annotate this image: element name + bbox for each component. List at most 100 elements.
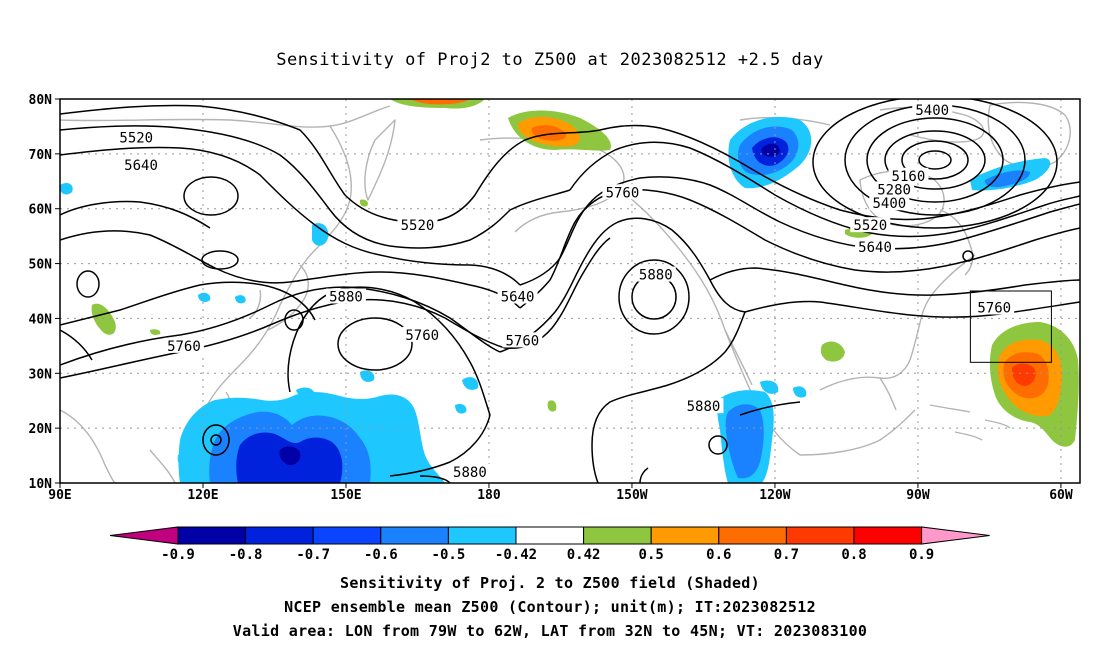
lat-label: 50N — [29, 258, 53, 273]
contour-closed — [183, 176, 239, 216]
contour-closed — [201, 250, 239, 270]
valid-area-box — [969, 290, 1052, 363]
contour-label: 5640 — [497, 288, 538, 305]
contour-label: 5520 — [850, 217, 891, 234]
colorbar-label: -0.5 — [432, 547, 466, 563]
colorbar-label: 0.6 — [706, 547, 731, 563]
shading-negative-patch — [279, 446, 301, 466]
contour-label-text: 5640 — [124, 158, 158, 174]
shading-negative-patch — [360, 370, 375, 382]
map-frame — [59, 98, 1081, 484]
shading-negative-patch — [725, 404, 764, 479]
contour-line — [60, 329, 93, 361]
contour-label: 5520 — [397, 217, 438, 234]
contour-label-text: 5760 — [505, 333, 539, 349]
contour-label-text: 5760 — [977, 300, 1011, 316]
longitude-labels: 90E 120E 150E 180 150W 120W 90W 60W — [48, 488, 1073, 503]
colorbar-segment — [583, 526, 652, 545]
contour-label-text: 5400 — [915, 103, 949, 119]
colorbar-end-left — [109, 526, 179, 545]
colorbar-label: -0.7 — [296, 547, 330, 563]
contour-label: 5400 — [912, 101, 953, 119]
contour-label-text: 5760 — [167, 339, 201, 355]
contour-line — [639, 467, 649, 483]
map-ticks — [55, 98, 1062, 488]
contour-label-text: 5640 — [858, 240, 892, 256]
caption-shading: Sensitivity of Proj. 2 to Z500 field (Sh… — [340, 574, 760, 592]
contour-line — [60, 104, 601, 224]
contour-closed — [866, 117, 1004, 203]
contour-label: 5880 — [325, 288, 366, 305]
contour-label: 5160 — [888, 167, 929, 185]
contour-line — [444, 237, 611, 350]
contour-line — [287, 286, 491, 416]
lat-label: 40N — [29, 312, 53, 327]
contour-closed — [812, 99, 1058, 229]
contour-label-text: 5880 — [687, 399, 721, 415]
colorbar-segment — [785, 526, 855, 545]
contour-label: 5880 — [449, 464, 490, 481]
contour-label: 5880 — [635, 266, 676, 284]
contour-line — [709, 267, 1080, 296]
contour-closed — [708, 435, 728, 455]
latitude-labels: 80N 70N 60N 50N 40N 30N 20N 10N — [29, 93, 53, 492]
contour-label: 5280 — [874, 181, 915, 199]
colorbar-label: 0.7 — [774, 547, 799, 563]
colorbar-label: 0.9 — [909, 547, 934, 563]
shading-negative-patch — [235, 295, 246, 304]
contour-line — [60, 230, 521, 309]
lat-label: 30N — [29, 367, 53, 382]
contour-closed — [76, 270, 100, 298]
lon-label: 90E — [48, 488, 71, 503]
contour-labels: 5520564055205760540051605280540055205640… — [116, 101, 1015, 481]
colorbar-segment — [447, 526, 517, 545]
shading-negative-patch — [760, 380, 779, 394]
colorbar-end-right — [921, 526, 990, 545]
contour-label-text: 5400 — [872, 196, 906, 212]
contour-line — [519, 176, 1080, 286]
colorbar-segment — [515, 526, 585, 545]
contour-line — [499, 217, 746, 353]
colorbar-segment — [177, 526, 247, 545]
contour-line — [744, 300, 1080, 318]
colorbar-segment — [853, 526, 923, 545]
contour-line — [419, 475, 451, 483]
colorbar-label: -0.9 — [161, 547, 195, 563]
contour-label-text: 5760 — [606, 185, 640, 201]
lat-label: 60N — [29, 203, 53, 218]
contour-line — [389, 414, 491, 477]
lat-label: 10N — [29, 477, 53, 492]
colorbar-label: 0.42 — [567, 547, 601, 563]
contour-label: 5760 — [974, 299, 1015, 316]
contour-closed — [901, 140, 969, 180]
shading-negative-patch — [455, 403, 467, 414]
contour-line — [60, 146, 521, 286]
contour-label-text: 5520 — [853, 218, 887, 234]
contour-closed — [210, 434, 222, 446]
contour-line — [599, 124, 1080, 221]
contour-label-text: 5160 — [892, 169, 926, 185]
colorbar-label: -0.8 — [229, 547, 263, 563]
lat-label: 70N — [29, 148, 53, 163]
shading-negative-patch — [177, 453, 192, 468]
map-title: Sensitivity of Proj2 to Z500 at 20230825… — [276, 50, 824, 70]
contour-closed — [202, 424, 230, 456]
contour-closed — [962, 250, 974, 262]
colorbar-segment — [718, 526, 787, 545]
colorbar-segment — [380, 526, 449, 545]
lat-label: 80N — [29, 93, 53, 108]
shading-positive-patch — [91, 303, 116, 335]
caption-valid-area: Valid area: LON from 79W to 62W, LAT fro… — [232, 622, 868, 640]
contour-line — [569, 141, 1080, 238]
contour-label: 5640 — [855, 239, 896, 256]
colorbar-segment — [650, 526, 720, 545]
colorbar-segment — [312, 526, 382, 545]
contour-line — [591, 311, 746, 483]
shading-negative-patch — [462, 377, 479, 390]
shading-positive-patch — [150, 329, 161, 335]
contour-closed — [618, 259, 690, 335]
shading-positive-patch — [410, 99, 470, 105]
shading-positive-patch — [547, 400, 557, 412]
caption-contour: NCEP ensemble mean Z500 (Contour); unit(… — [284, 598, 816, 616]
